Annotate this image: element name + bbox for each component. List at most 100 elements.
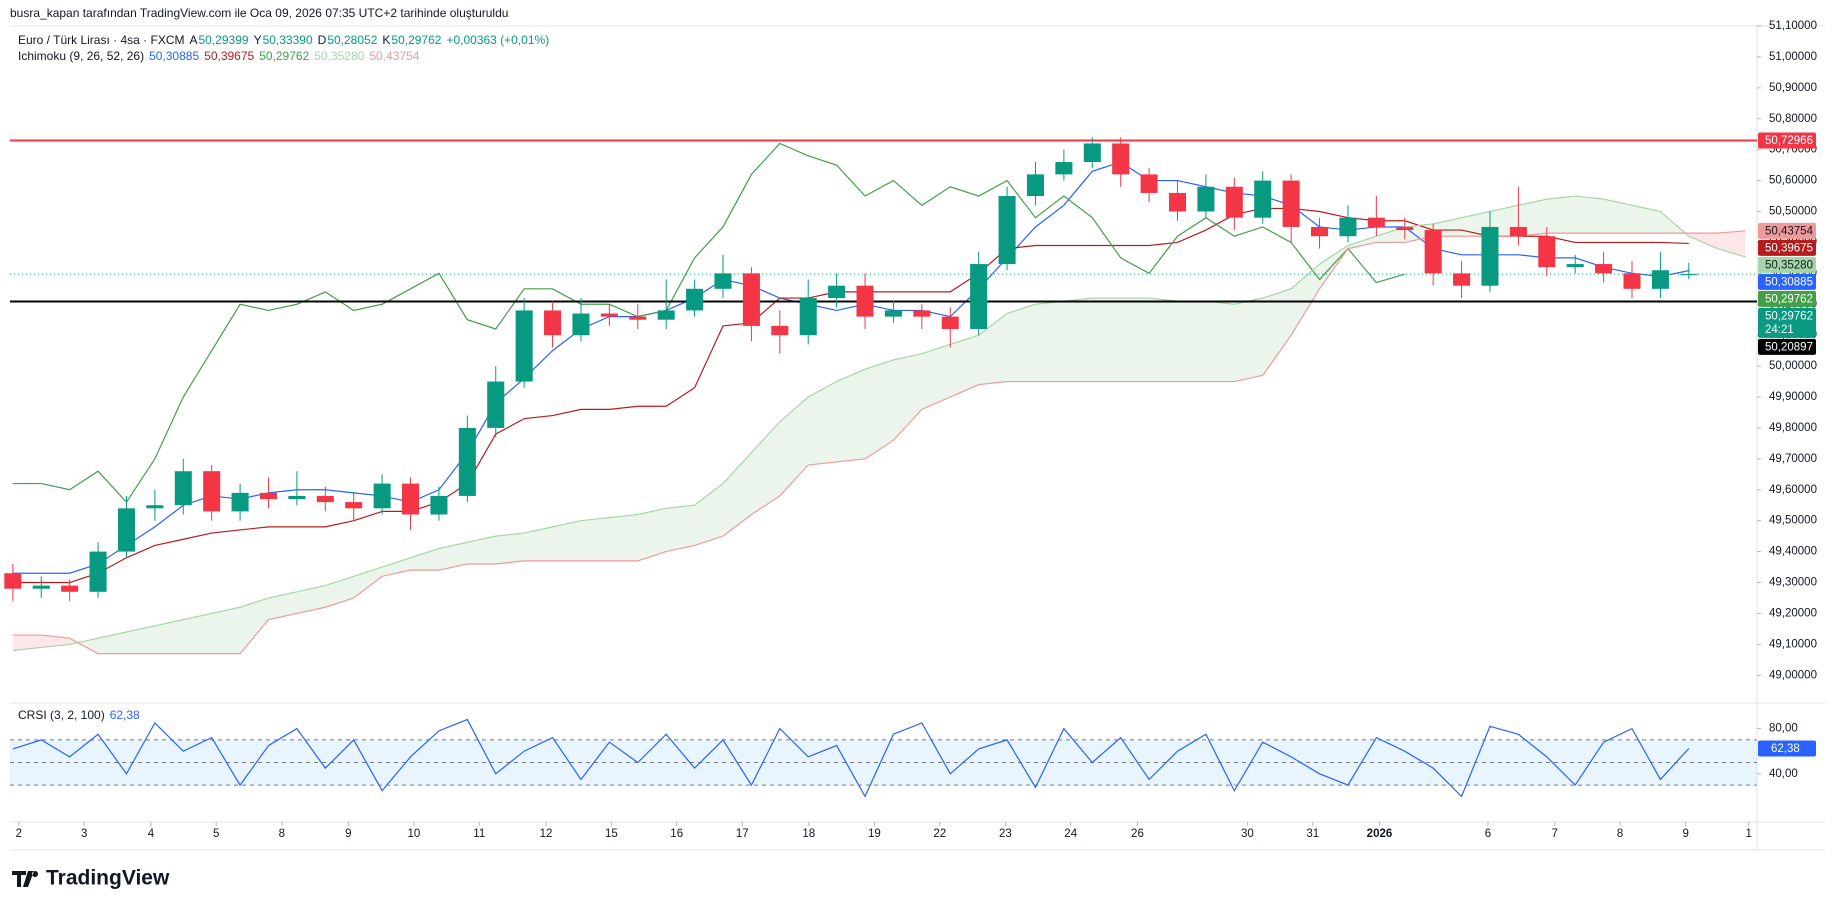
x-tick-label: 11	[473, 828, 485, 840]
x-tick-label: 4	[148, 828, 155, 840]
ohlc-key: Y	[254, 33, 262, 47]
candle-body	[1168, 192, 1187, 212]
cloud-segment	[325, 576, 354, 608]
logo-icon	[12, 871, 39, 887]
cloud-segment	[467, 536, 496, 564]
price-badge-label: 50,29762	[1765, 310, 1813, 322]
ohlc-key: A	[189, 33, 197, 47]
header: busra_kapan tarafından TradingView.com i…	[10, 6, 508, 20]
cloud-segment	[1291, 264, 1320, 336]
candle-body	[1112, 143, 1130, 175]
cloud-segment	[666, 505, 695, 552]
cloud-segment	[154, 619, 184, 654]
candle-body	[1367, 217, 1385, 227]
cloud-segment	[126, 625, 155, 654]
cloud-segment	[353, 567, 383, 598]
cloud-segment	[1546, 196, 1576, 234]
candle-body	[629, 316, 647, 320]
cloud-segment	[751, 421, 780, 515]
candle-body	[61, 585, 79, 592]
candle-body	[600, 313, 618, 317]
countdown: 24:21	[1765, 324, 1794, 336]
x-tick-label: 8	[279, 828, 285, 840]
candle-body	[1197, 186, 1215, 212]
y-tick-label: 51,10000	[1769, 20, 1817, 32]
x-tick-label: 31	[1306, 828, 1319, 840]
ohlc-value: 50,33390	[263, 33, 313, 47]
indicator-value: 50,29762	[259, 49, 309, 63]
price-change: +0,00363 (+0,01%)	[446, 33, 549, 47]
candle-body	[856, 285, 874, 317]
candle-body	[117, 508, 135, 552]
candle-body	[515, 310, 533, 382]
candle-body	[1311, 226, 1329, 237]
price-badge-label: 50,39675	[1765, 242, 1813, 254]
indicator-line	[12, 195, 1746, 652]
brand: TradingView	[46, 867, 170, 890]
y-tick-label: 50,00000	[1769, 360, 1817, 372]
candle-body	[89, 551, 107, 592]
cloud-segment	[211, 607, 241, 654]
candle-body	[1509, 226, 1527, 237]
cloud-segment	[524, 526, 553, 561]
cloud-segment	[1149, 298, 1178, 382]
price-badge	[1758, 239, 1816, 256]
candle-body	[146, 505, 164, 509]
candle-body	[1566, 264, 1584, 268]
indicator-value: 50,43754	[369, 49, 419, 63]
crsi-line	[12, 718, 1690, 798]
cloud-segment	[1262, 288, 1292, 376]
x-tick-label: 22	[933, 828, 946, 840]
indicator-line	[12, 207, 1689, 584]
price-badge	[1758, 307, 1816, 338]
cloud-segment	[296, 585, 326, 614]
candle-body	[1026, 174, 1044, 197]
candle-body	[714, 273, 732, 289]
candle-body	[402, 483, 420, 515]
y-tick-label: 49,10000	[1769, 638, 1817, 650]
y-tick-label: 40,00	[1769, 768, 1798, 780]
crsi-badge	[1758, 740, 1816, 757]
candle-body	[373, 483, 391, 509]
y-tick-label: 49,50000	[1769, 515, 1817, 527]
candle-body	[1453, 273, 1471, 286]
x-tick-label: 9	[1682, 828, 1688, 840]
candle-body	[1055, 162, 1073, 175]
cloud-segment	[1007, 304, 1036, 382]
x-tick-label: 30	[1241, 828, 1254, 840]
cloud-segment	[1575, 196, 1604, 234]
y-tick-label: 49,80000	[1769, 422, 1817, 434]
crsi-title: CRSI (3, 2, 100)	[18, 708, 105, 722]
candle-body	[1339, 217, 1357, 237]
price-badge	[1758, 338, 1816, 355]
candle-body	[231, 492, 249, 512]
x-tick-label: 10	[408, 828, 421, 840]
candle-body	[657, 310, 675, 320]
price-badge	[1758, 273, 1816, 290]
candle-body	[430, 495, 448, 515]
x-tick-label: 3	[81, 828, 87, 840]
candle-body	[1424, 230, 1442, 274]
candle-body	[174, 471, 192, 506]
candle-body	[884, 310, 902, 317]
cloud-segment	[865, 359, 894, 459]
candle-body	[828, 285, 846, 299]
indicator-value: 50,30885	[149, 49, 199, 63]
ohlc-value: 50,29399	[199, 33, 249, 47]
x-tick-label: 7	[1552, 828, 1558, 840]
cloud-segment	[836, 369, 866, 462]
y-tick-label: 49,70000	[1769, 453, 1817, 465]
cloud-segment	[1347, 236, 1377, 249]
candle-body	[799, 298, 817, 336]
y-tick-label: 49,20000	[1769, 607, 1817, 619]
candle-body	[572, 313, 590, 336]
candle-body	[487, 381, 505, 428]
candle-body	[32, 585, 50, 589]
cloud-segment	[580, 517, 610, 561]
x-tick-label: 2026	[1367, 828, 1393, 840]
ohlc-key: D	[318, 33, 327, 47]
indicator-line	[12, 142, 1405, 504]
y-tick-label: 50,50000	[1769, 206, 1817, 218]
candle-body	[1225, 186, 1243, 218]
